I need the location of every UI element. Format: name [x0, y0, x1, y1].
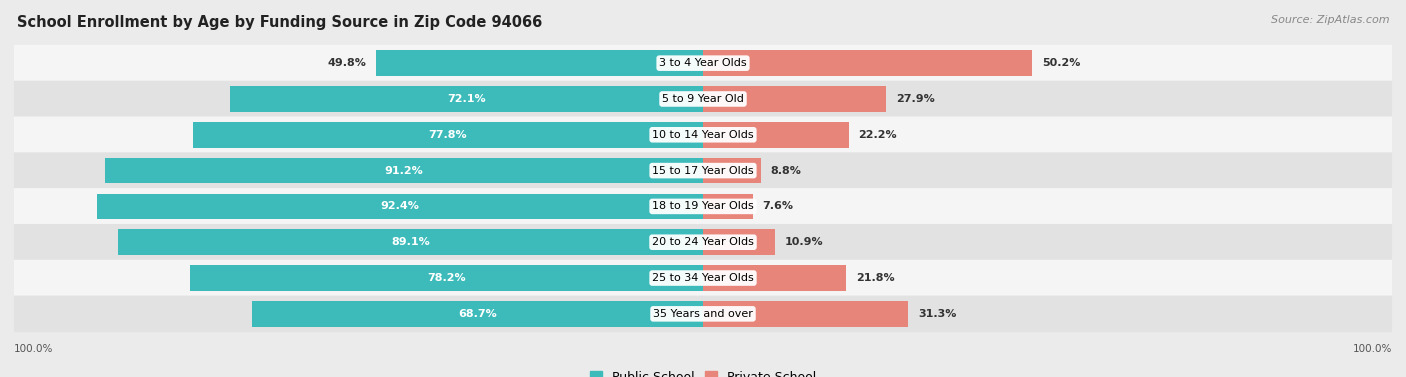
- Text: 89.1%: 89.1%: [391, 237, 430, 247]
- Bar: [190, 265, 703, 291]
- Text: 25 to 34 Year Olds: 25 to 34 Year Olds: [652, 273, 754, 283]
- Bar: [104, 158, 703, 184]
- Text: 10.9%: 10.9%: [785, 237, 823, 247]
- Bar: [703, 86, 886, 112]
- Text: 27.9%: 27.9%: [896, 94, 935, 104]
- FancyBboxPatch shape: [14, 296, 1392, 332]
- Text: 21.8%: 21.8%: [856, 273, 894, 283]
- Bar: [703, 122, 849, 148]
- Text: 68.7%: 68.7%: [458, 309, 496, 319]
- Bar: [252, 301, 703, 327]
- Text: 72.1%: 72.1%: [447, 94, 486, 104]
- Text: 22.2%: 22.2%: [859, 130, 897, 140]
- Text: 20 to 24 Year Olds: 20 to 24 Year Olds: [652, 237, 754, 247]
- Bar: [703, 301, 908, 327]
- Text: 50.2%: 50.2%: [1042, 58, 1081, 68]
- FancyBboxPatch shape: [14, 152, 1392, 189]
- Bar: [703, 158, 761, 184]
- Bar: [231, 86, 703, 112]
- Bar: [703, 50, 1032, 76]
- Text: 35 Years and over: 35 Years and over: [652, 309, 754, 319]
- Text: 15 to 17 Year Olds: 15 to 17 Year Olds: [652, 166, 754, 176]
- FancyBboxPatch shape: [14, 45, 1392, 81]
- Text: 8.8%: 8.8%: [770, 166, 801, 176]
- Text: 18 to 19 Year Olds: 18 to 19 Year Olds: [652, 201, 754, 211]
- Legend: Public School, Private School: Public School, Private School: [585, 366, 821, 377]
- Text: 10 to 14 Year Olds: 10 to 14 Year Olds: [652, 130, 754, 140]
- Text: 92.4%: 92.4%: [381, 201, 419, 211]
- Text: 3 to 4 Year Olds: 3 to 4 Year Olds: [659, 58, 747, 68]
- Text: 49.8%: 49.8%: [328, 58, 367, 68]
- FancyBboxPatch shape: [14, 81, 1392, 117]
- FancyBboxPatch shape: [14, 116, 1392, 153]
- Bar: [118, 229, 703, 255]
- Bar: [703, 193, 752, 219]
- FancyBboxPatch shape: [14, 224, 1392, 261]
- Bar: [97, 193, 703, 219]
- Text: 77.8%: 77.8%: [429, 130, 467, 140]
- Text: 5 to 9 Year Old: 5 to 9 Year Old: [662, 94, 744, 104]
- Text: 31.3%: 31.3%: [918, 309, 956, 319]
- FancyBboxPatch shape: [14, 260, 1392, 296]
- Text: Source: ZipAtlas.com: Source: ZipAtlas.com: [1271, 15, 1389, 25]
- Text: 100.0%: 100.0%: [14, 344, 53, 354]
- Bar: [703, 265, 846, 291]
- Bar: [703, 229, 775, 255]
- Text: School Enrollment by Age by Funding Source in Zip Code 94066: School Enrollment by Age by Funding Sour…: [17, 15, 543, 30]
- Text: 100.0%: 100.0%: [1353, 344, 1392, 354]
- Bar: [193, 122, 703, 148]
- Text: 78.2%: 78.2%: [427, 273, 465, 283]
- Text: 7.6%: 7.6%: [762, 201, 794, 211]
- Bar: [377, 50, 703, 76]
- Text: 91.2%: 91.2%: [384, 166, 423, 176]
- FancyBboxPatch shape: [14, 188, 1392, 225]
